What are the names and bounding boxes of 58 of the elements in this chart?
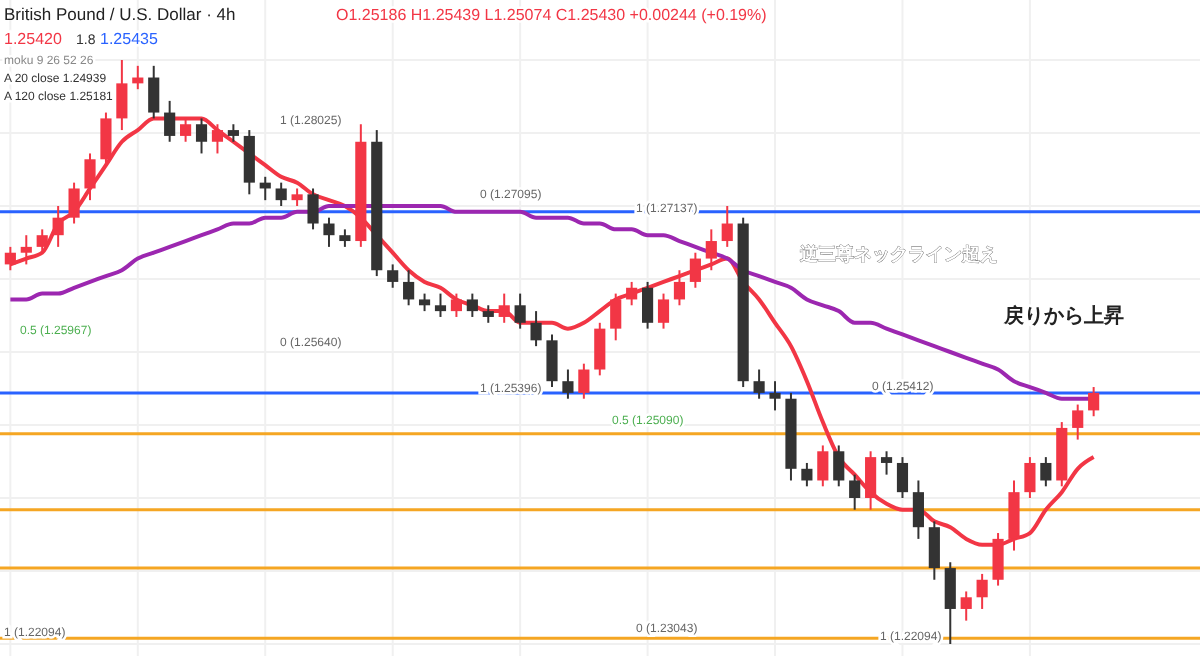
candlestick xyxy=(450,292,462,318)
candlestick xyxy=(20,234,32,266)
candlestick xyxy=(1072,403,1084,441)
candlestick xyxy=(498,292,510,324)
candlestick xyxy=(546,333,558,389)
candlestick xyxy=(610,292,622,342)
candlestick xyxy=(1024,456,1036,499)
candlestick xyxy=(323,216,335,248)
candlestick xyxy=(721,205,733,248)
candlestick xyxy=(912,479,924,540)
candlestick xyxy=(387,263,399,289)
candlestick xyxy=(36,228,48,254)
candlestick xyxy=(880,450,893,476)
candlestick xyxy=(211,123,224,155)
candlestick xyxy=(594,321,606,377)
candlestick xyxy=(769,380,781,412)
candlestick xyxy=(689,251,701,289)
candlestick xyxy=(976,572,988,610)
candlestick xyxy=(403,269,415,307)
candlestick xyxy=(195,117,208,155)
candlestick xyxy=(817,444,829,488)
candlestick xyxy=(865,450,877,511)
candlestick xyxy=(466,292,478,318)
candlestick xyxy=(434,292,447,318)
candlestick xyxy=(1040,456,1052,488)
candlestick xyxy=(642,280,654,330)
candlestick xyxy=(68,181,80,225)
candlestick xyxy=(626,280,638,307)
candlestick xyxy=(514,292,526,330)
candlestick xyxy=(657,292,670,330)
candlestick xyxy=(705,228,717,272)
candlestick xyxy=(896,456,909,499)
candlestick xyxy=(530,310,542,348)
candlestick xyxy=(1088,386,1100,418)
candlestick xyxy=(928,520,940,581)
candlestick xyxy=(944,561,956,645)
candlestick xyxy=(148,64,160,120)
candlestick xyxy=(307,187,319,231)
text: O1.25186 H1.25439 L1.25074 C1.25430 +0.00244 (+0.19%) xyxy=(336,6,768,24)
candlestick xyxy=(164,99,176,143)
candlestick xyxy=(801,461,813,488)
candlestick xyxy=(960,590,972,622)
candlestick xyxy=(562,368,574,400)
annotation: 逆三尊ネックライン超え xyxy=(798,244,998,264)
candlestick xyxy=(52,205,64,248)
candlestick xyxy=(243,129,255,196)
text: 1.25435 xyxy=(100,30,159,48)
chart-title: British Pound / U.S. Dollar · 4h xyxy=(4,4,237,24)
candlestick xyxy=(116,59,128,132)
candlestick xyxy=(84,152,96,202)
candlestick xyxy=(753,368,765,400)
annotation: 戻りから上昇 xyxy=(1002,304,1124,328)
candlestick xyxy=(833,444,845,488)
candlestick xyxy=(578,362,590,400)
candlestick xyxy=(275,181,287,207)
candlestick xyxy=(849,473,861,511)
candlestick xyxy=(673,269,686,307)
text: 1.25420 xyxy=(4,30,63,48)
